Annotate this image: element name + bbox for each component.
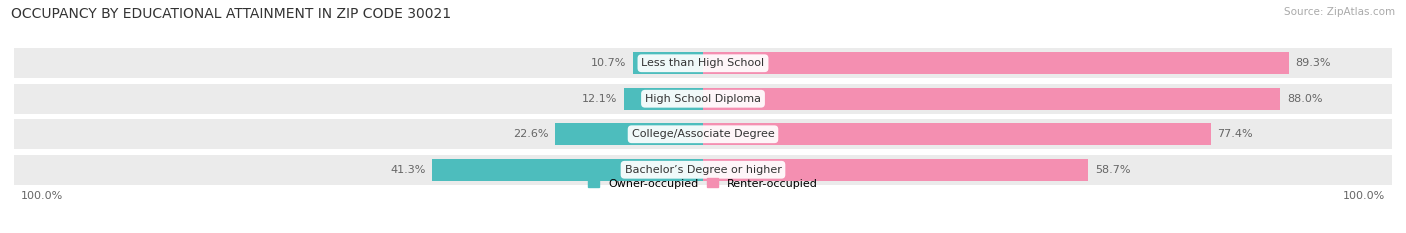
Bar xyxy=(633,52,703,74)
Text: 100.0%: 100.0% xyxy=(21,191,63,201)
Text: 41.3%: 41.3% xyxy=(389,165,426,175)
Legend: Owner-occupied, Renter-occupied: Owner-occupied, Renter-occupied xyxy=(583,174,823,193)
Bar xyxy=(14,119,1392,149)
Bar xyxy=(14,155,1392,185)
Text: 58.7%: 58.7% xyxy=(1095,165,1130,175)
Text: Less than High School: Less than High School xyxy=(641,58,765,68)
Text: Source: ZipAtlas.com: Source: ZipAtlas.com xyxy=(1284,7,1395,17)
Text: 12.1%: 12.1% xyxy=(582,94,617,104)
Text: 22.6%: 22.6% xyxy=(513,129,548,139)
Text: 10.7%: 10.7% xyxy=(591,58,626,68)
Bar xyxy=(14,84,1392,114)
Text: Bachelor’s Degree or higher: Bachelor’s Degree or higher xyxy=(624,165,782,175)
Text: 77.4%: 77.4% xyxy=(1218,129,1253,139)
Text: OCCUPANCY BY EDUCATIONAL ATTAINMENT IN ZIP CODE 30021: OCCUPANCY BY EDUCATIONAL ATTAINMENT IN Z… xyxy=(11,7,451,21)
Text: College/Associate Degree: College/Associate Degree xyxy=(631,129,775,139)
Bar xyxy=(703,52,1289,74)
Bar xyxy=(555,123,703,145)
Bar xyxy=(703,88,1281,110)
Bar xyxy=(703,123,1211,145)
Bar xyxy=(432,159,703,181)
Text: High School Diploma: High School Diploma xyxy=(645,94,761,104)
Text: 88.0%: 88.0% xyxy=(1286,94,1323,104)
Bar xyxy=(14,48,1392,78)
Text: 100.0%: 100.0% xyxy=(1343,191,1385,201)
Bar xyxy=(703,159,1088,181)
Bar xyxy=(624,88,703,110)
Text: 89.3%: 89.3% xyxy=(1295,58,1331,68)
